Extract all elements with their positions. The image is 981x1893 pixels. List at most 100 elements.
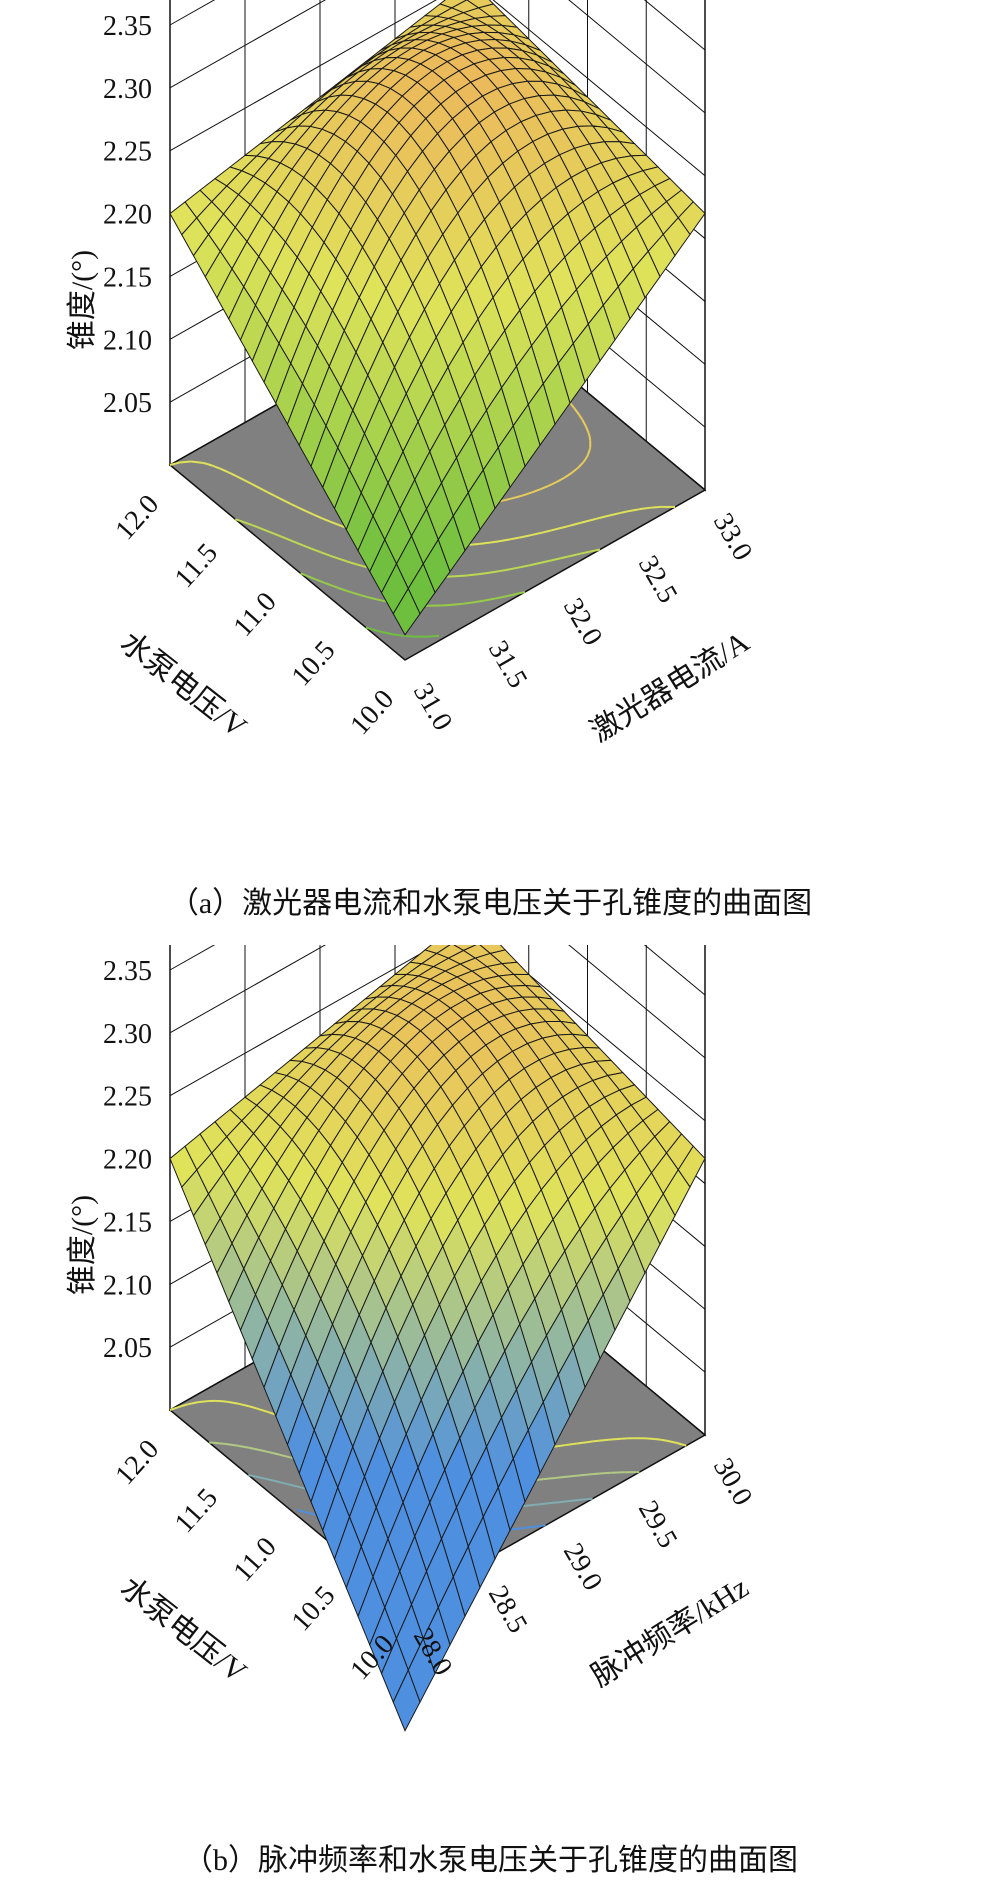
surface-plot-a: 2.05 2.10 2.15 2.20 2.25 2.30 2.35 10.010.511.0… [66, 0, 758, 749]
chart-panel-b: 2.05 2.10 2.15 2.20 2.25 2.30 2.35 10.0 10.5 11.0… [0, 945, 981, 1877]
x-tick-label: 30.0 [707, 1453, 758, 1511]
x-tick-label: 28.5 [482, 1581, 533, 1639]
contour-segment [260, 527, 270, 533]
contour-segment [609, 512, 620, 517]
contour-segment [478, 572, 486, 576]
contour-segment [659, 1438, 667, 1442]
y-tick-label: 10.0 [344, 684, 400, 741]
y-tick-label: 12.0 [109, 1434, 165, 1491]
contour-segment [557, 1475, 567, 1479]
contour-segment [525, 1503, 537, 1507]
wall-grid-line [169, 945, 706, 1059]
contour-segment [169, 1405, 180, 1411]
contour-segment [265, 1477, 277, 1483]
x-tick-label: 33.0 [707, 508, 758, 566]
contour-segment [341, 588, 348, 592]
contour-segment [366, 595, 371, 599]
contour-segment [589, 517, 597, 522]
contour-segment [188, 1401, 199, 1406]
z-tick-label: 2.35 [103, 956, 152, 987]
contour-segment [206, 462, 213, 467]
contour-segment [609, 1437, 622, 1441]
z-tick-label: 2.30 [103, 1019, 152, 1050]
z-tick-label: 2.05 [103, 1333, 152, 1364]
z-axis-label: 锥度/(°) [66, 250, 99, 350]
contour-segment [220, 468, 230, 474]
y-axis-label: 水泵电压/V [114, 626, 253, 745]
contour-segment [384, 631, 393, 636]
wall-grid-line [169, 0, 706, 177]
contour-segment [281, 498, 291, 505]
contour-segment [515, 1526, 527, 1530]
contour-segment [598, 1438, 610, 1442]
contour-segment [621, 510, 630, 514]
contour-segment [639, 507, 644, 511]
contour-segment [297, 506, 307, 512]
contour-segment [556, 476, 565, 483]
contour-segment [294, 505, 299, 509]
contour-segment [596, 516, 601, 520]
contour-segment [251, 483, 261, 489]
contour-segment [380, 599, 385, 603]
contour-segment [489, 570, 500, 574]
caption-b: （b）脉冲频率和水泵电压关于孔锥度的曲面图 [183, 1844, 798, 1877]
contour-segment [592, 1439, 599, 1443]
contour-segment [302, 544, 307, 548]
contour-segment [584, 425, 590, 434]
contour-segment [452, 603, 461, 606]
surface-mesh [169, 945, 706, 1732]
contour-segment [561, 524, 570, 529]
contour-segment [563, 472, 572, 479]
contour-segment [537, 1524, 546, 1528]
contour-segment [584, 455, 589, 460]
contour-segment [381, 631, 385, 634]
contour-segment [248, 1474, 256, 1478]
z-tick-label: 2.05 [103, 388, 152, 419]
y-axis-label: 水泵电压/V [114, 1571, 253, 1690]
contour-segment [665, 1439, 677, 1444]
contour-segment [569, 1499, 576, 1502]
contour-segment [504, 593, 516, 598]
contour-segment [573, 407, 580, 415]
contour-segment [514, 591, 526, 596]
contour-segment [190, 460, 203, 464]
contour-segment [258, 1408, 269, 1413]
x-tick-label: 31.5 [482, 636, 533, 694]
contour-segment [520, 494, 523, 498]
surface-plot-b: 2.052.102.152.202.252.302.3510.010.511.0… [66, 945, 758, 1732]
contour-segment [277, 534, 283, 538]
contour-segment [404, 634, 415, 638]
contour-segment [538, 1502, 548, 1506]
contour-segment [329, 554, 339, 560]
contour-segment [531, 531, 543, 536]
contour-segment [225, 1443, 238, 1447]
contour-segment [592, 1472, 601, 1476]
contour-segment [258, 1448, 270, 1454]
x-axis-label: 脉冲频率/kHz [586, 1571, 755, 1693]
contour-segment [244, 479, 253, 486]
contour-segment [228, 471, 231, 475]
contour-segment [248, 1446, 256, 1450]
contour-segment [463, 601, 475, 605]
contour-segment [521, 533, 533, 539]
surface-cell [392, 1668, 421, 1732]
contour-segment [330, 520, 340, 527]
contour-segment [501, 538, 512, 542]
contour-segment [505, 568, 511, 571]
contour-segment [569, 401, 576, 409]
contour-segment [474, 600, 480, 604]
contour-segment [169, 461, 180, 466]
contour-segment [570, 521, 581, 527]
contour-segment [254, 1447, 260, 1451]
contour-segment [234, 518, 244, 523]
contour-segment [305, 545, 313, 550]
wall-grid-line [169, 945, 706, 1122]
caption-a: （a）激光器电流和水泵电压关于孔锥度的曲面图 [168, 887, 813, 920]
y-tick-label: 12.0 [109, 489, 165, 546]
contour-segment [256, 1407, 259, 1411]
contour-segment [202, 461, 207, 465]
contour-segment [468, 542, 480, 546]
contour-segment [230, 472, 238, 478]
z-tick-label: 2.10 [103, 1270, 152, 1301]
y-tick-label: 11.0 [228, 586, 283, 642]
